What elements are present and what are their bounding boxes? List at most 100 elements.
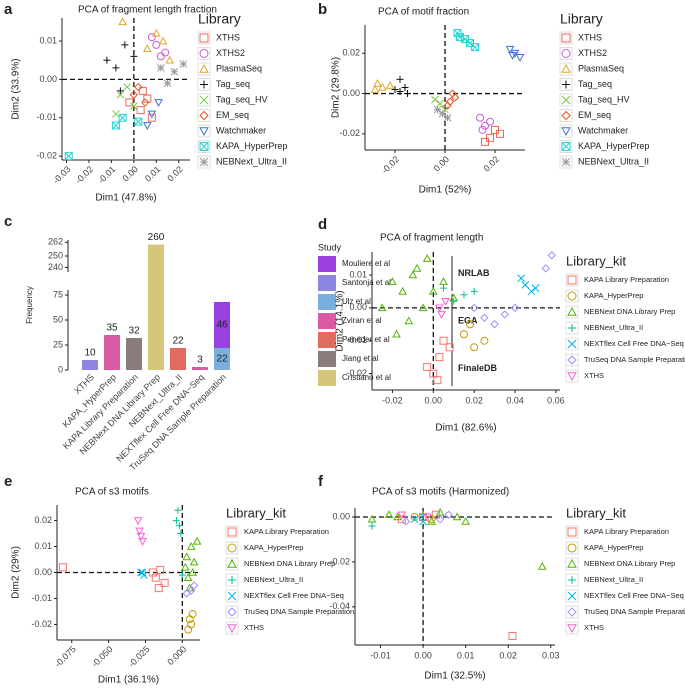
x-tick-label: 0.01 [457, 650, 475, 660]
point [134, 82, 143, 92]
y-tick-label: -0.01 [31, 593, 52, 603]
point [431, 95, 439, 104]
y-axis-label: Dim2 (33.9%) [11, 58, 22, 119]
x-tick-label: 0.04 [506, 395, 524, 405]
data-label: 35 [106, 323, 118, 334]
y-tick-label: -0.02 [339, 128, 360, 138]
legend-symbol [561, 127, 571, 137]
point [142, 122, 152, 130]
legend-symbol [567, 591, 577, 601]
point [396, 75, 404, 83]
legend-symbol [568, 576, 576, 584]
point [435, 353, 444, 362]
point [112, 64, 120, 72]
legend-symbol [561, 95, 571, 105]
legend-symbol [567, 306, 577, 316]
chart-title: PCA of s3 motifs [75, 487, 149, 498]
point [121, 41, 129, 49]
legend-symbol [567, 607, 577, 617]
legend-symbol [562, 80, 570, 89]
legend-symbol [227, 624, 237, 634]
legend-symbol [199, 110, 209, 121]
point [170, 67, 179, 76]
x-tick-label: -0.01 [96, 164, 118, 186]
legend-title: Library_kit [226, 505, 286, 520]
point [133, 517, 143, 526]
point [154, 584, 163, 593]
point [508, 51, 517, 60]
legend-title: Library_kit [566, 253, 626, 268]
point [422, 254, 432, 262]
point [151, 573, 160, 582]
point [130, 102, 138, 111]
point [158, 36, 168, 45]
point [410, 512, 419, 521]
y-tick-label: 0.00 [349, 302, 367, 312]
legend-label: TruSeq DNA Sample Preparation [244, 607, 354, 616]
point [373, 78, 382, 87]
point [433, 376, 442, 385]
bar [170, 348, 186, 370]
point [154, 99, 163, 107]
legend-symbol [199, 157, 209, 167]
legend-label: Ulz et al [342, 297, 371, 306]
legend-label: NEBNext_Ultra_II [578, 156, 649, 166]
point [486, 117, 495, 126]
x-axis-label: Dim1 (47.8%) [95, 193, 156, 204]
point [480, 336, 489, 345]
y-tick-label: 0.00 [39, 74, 57, 84]
point [392, 329, 401, 338]
point [140, 98, 150, 107]
legend-symbol [199, 33, 209, 43]
legend-label: NEXTflex Cell Free DNA−Seq [244, 591, 344, 600]
point [188, 610, 197, 619]
point [138, 86, 147, 95]
point [422, 513, 432, 522]
legend-symbol [227, 527, 237, 537]
point [189, 581, 199, 590]
legend-label: KAPA Library Preparation [244, 527, 329, 536]
point [189, 557, 199, 566]
point [175, 522, 183, 530]
x-tick-label: 0.00 [120, 164, 139, 183]
legend-label: EM_seq [578, 110, 611, 120]
bar [126, 338, 142, 370]
legend-symbol [227, 558, 237, 568]
legend-symbol [567, 558, 577, 568]
legend-label: NEBNext_Ultra_II [244, 575, 303, 584]
point [129, 90, 139, 99]
point [187, 620, 196, 629]
point [370, 84, 380, 93]
y-tick-label: 75 [53, 289, 63, 299]
x-axis-label: Dim1 (32.5%) [424, 671, 485, 682]
legend-label: XTHS [584, 623, 604, 632]
legend-symbol [567, 543, 577, 553]
point [147, 113, 156, 122]
data-label: 46 [216, 320, 228, 331]
y-axis-label: Dim2 (14.1%) [335, 290, 346, 351]
point [466, 39, 474, 48]
legend-key [565, 605, 579, 619]
legend-key [318, 332, 336, 348]
legend-label: KAPA_HyperPrep [584, 291, 643, 300]
point [123, 83, 131, 91]
point [404, 90, 411, 98]
legend-label: EM_seq [216, 110, 249, 120]
group-label: EGA [458, 315, 478, 325]
legend-key [318, 370, 336, 386]
point [445, 343, 454, 352]
point [527, 287, 536, 296]
legend-key [318, 294, 336, 310]
point [118, 17, 127, 26]
point [138, 538, 147, 546]
point [192, 536, 202, 545]
point [401, 517, 411, 526]
point [466, 320, 475, 329]
legend-label: KAPA_HyperPrep [578, 141, 649, 151]
legend-key [318, 275, 336, 291]
point [165, 55, 175, 64]
point [116, 90, 125, 99]
data-label: 10 [84, 348, 96, 359]
point [160, 578, 169, 587]
point [438, 109, 447, 118]
